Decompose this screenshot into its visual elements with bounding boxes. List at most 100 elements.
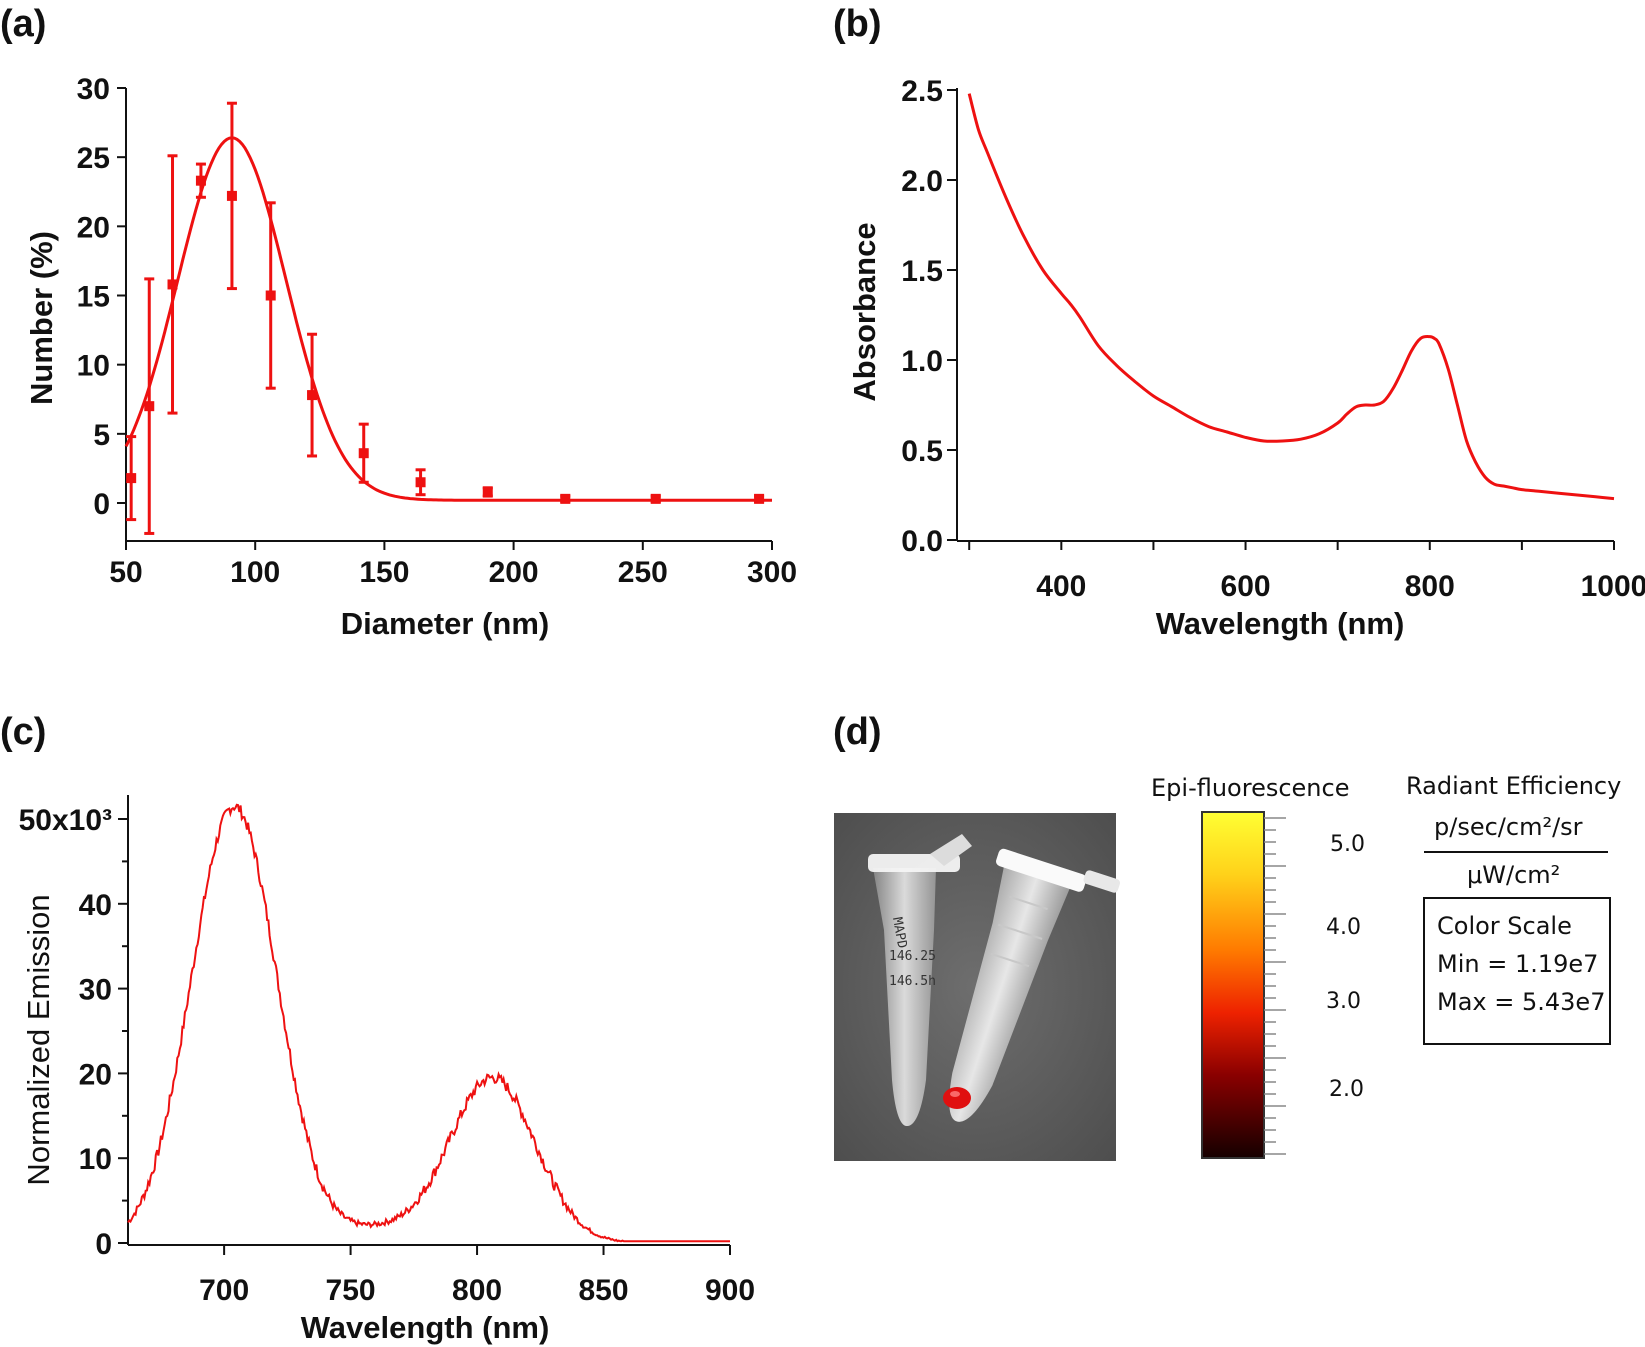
panel-b-xtick-label: 800 (1405, 570, 1455, 603)
panel-a-ytick-label: 0 (93, 488, 110, 521)
color-scale-title: Color Scale (1437, 912, 1572, 940)
panel-a-ytick-label: 5 (93, 419, 110, 452)
panel-a-xtick-label: 300 (747, 556, 797, 589)
panel-c-xtick-label: 700 (199, 1274, 249, 1307)
panel-c-ytick-label: 40 (79, 889, 112, 922)
panel-b-label: (b) (833, 3, 882, 45)
legend-title: Epi-fluorescence (1151, 774, 1349, 802)
panel-a-point (415, 468, 426, 497)
panel-c-ytick-label: 10 (79, 1143, 112, 1176)
panel-a-point (144, 277, 155, 535)
panel-a-marker (195, 175, 206, 186)
panel-a-point (126, 435, 137, 522)
panel-a-marker (226, 190, 237, 201)
tube-photo: MAPD 146.25 146.5h (834, 813, 1120, 1161)
colorbar (1201, 811, 1265, 1159)
tube-label-3: 146.5h (889, 974, 936, 989)
panel-a-marker (265, 290, 276, 301)
panel-a-ytick-label: 30 (77, 73, 110, 106)
panel-c-ytick-label: 20 (79, 1058, 112, 1091)
color-scale-max: Max = 5.43e7 (1437, 988, 1605, 1016)
panel-a-xtick-label: 50 (109, 556, 142, 589)
panel-a-point (307, 332, 318, 458)
panel-b-ytick-label: 1.0 (901, 345, 943, 378)
panel-a-marker (167, 279, 178, 290)
panel-a-xtick-label: 150 (359, 556, 409, 589)
panel-a-point (482, 486, 493, 498)
tube-label-2: 146.25 (889, 949, 936, 964)
panel-a-ytick-label: 15 (77, 281, 110, 314)
panel-d: (d) MAPD 146.25 146.5h (833, 711, 1621, 1161)
panel-a-marker (358, 448, 369, 459)
panel-c: (c) 700 750 800 850 900 0 10 20 30 40 50x10³ Wavel… (0, 711, 755, 1345)
panel-a-point (265, 201, 276, 390)
panel-b-tick-labels: 400 600 800 1000 0.0 0.5 1.0 1.5 2.0 2.5 (901, 75, 1645, 603)
panel-a-marker (560, 493, 571, 504)
panel-b: (b) 400 600 800 1000 0.0 0.5 1.0 1.5 2.0 2.5 Wave… (833, 3, 1645, 641)
units-denominator: μW/cm² (1467, 861, 1560, 889)
panel-b-xtick-label: 400 (1036, 570, 1086, 603)
panel-c-xtick-label: 900 (705, 1274, 755, 1307)
units-numerator: p/sec/cm²/sr (1434, 813, 1583, 841)
colorbar-tick-3: 3.0 (1326, 989, 1361, 1014)
panel-a-xtick-label: 200 (489, 556, 539, 589)
panel-a-axes (117, 87, 773, 550)
panel-a-marker (650, 493, 661, 504)
colorbar-tick-2: 2.0 (1329, 1077, 1364, 1102)
panel-a-point (195, 162, 206, 199)
colorbar-tick-5: 5.0 (1330, 832, 1365, 857)
panel-c-ytick-label: 0 (95, 1228, 112, 1261)
panel-b-axes (947, 88, 1615, 550)
right-tube (949, 848, 1120, 1122)
panel-c-tick-labels: 700 750 800 850 900 0 10 20 30 40 50x10³ (19, 804, 755, 1307)
panel-a-point (167, 154, 178, 415)
panel-c-xlabel: Wavelength (nm) (301, 1310, 550, 1345)
panel-c-emission-line (127, 803, 730, 1243)
panel-b-ytick-label: 0.0 (901, 525, 943, 558)
panel-a-point (754, 493, 765, 504)
colorbar-tick-marks (1264, 817, 1286, 1155)
panel-b-xtick-label: 600 (1221, 570, 1271, 603)
panel-a-ytick-label: 10 (77, 350, 110, 383)
panel-b-ytick-label: 2.0 (901, 165, 943, 198)
panel-a-marker (307, 390, 318, 401)
colorbar-tick-4: 4.0 (1326, 915, 1361, 940)
panel-a-ylabel: Number (%) (24, 231, 59, 405)
panel-c-xtick-label: 800 (452, 1274, 502, 1307)
panel-a-marker (126, 473, 137, 484)
panel-b-absorbance-line (967, 93, 1615, 501)
tube-label-1: MAPD (889, 916, 909, 950)
panel-c-axes (118, 795, 731, 1255)
panel-a-marker (415, 477, 426, 488)
panel-a-xtick-label: 250 (618, 556, 668, 589)
color-scale-min: Min = 1.19e7 (1437, 950, 1598, 978)
panel-a-marker (754, 493, 765, 504)
panel-a-xtick-label: 100 (230, 556, 280, 589)
panel-a-tick-labels: 50 100 150 200 250 300 0 5 10 15 20 25 30 (77, 73, 797, 589)
panel-c-ylabel: Normalized Emission (21, 894, 56, 1185)
panel-c-xtick-label: 750 (326, 1274, 376, 1307)
panel-c-ytick-label: 30 (79, 974, 112, 1007)
fluorescent-sample-spot (943, 1087, 971, 1109)
panel-d-label: (d) (833, 711, 882, 753)
panel-a-point (358, 422, 369, 484)
panel-a-ytick-label: 20 (77, 211, 110, 244)
panel-b-ytick-label: 2.5 (901, 75, 943, 108)
panel-b-xlabel: Wavelength (nm) (1156, 606, 1405, 641)
panel-a-marker (482, 486, 493, 497)
panel-a-point (226, 101, 237, 291)
panel-a-xlabel: Diameter (nm) (341, 606, 549, 641)
panel-a-gaussian-fit (124, 136, 772, 502)
panel-a-data-points (126, 101, 765, 535)
color-scale-box (1423, 897, 1611, 1045)
panel-a-ytick-label: 25 (77, 142, 110, 175)
left-tube: MAPD 146.25 146.5h (868, 834, 972, 1126)
panel-c-xtick-label: 850 (578, 1274, 628, 1307)
panel-a-point (560, 493, 571, 504)
panel-b-ytick-label: 1.5 (901, 255, 943, 288)
panel-b-ylabel: Absorbance (847, 222, 882, 401)
panel-c-ytick-label: 50x10³ (19, 804, 112, 837)
units-title: Radiant Efficiency (1406, 772, 1621, 800)
panel-a-marker (144, 401, 155, 412)
